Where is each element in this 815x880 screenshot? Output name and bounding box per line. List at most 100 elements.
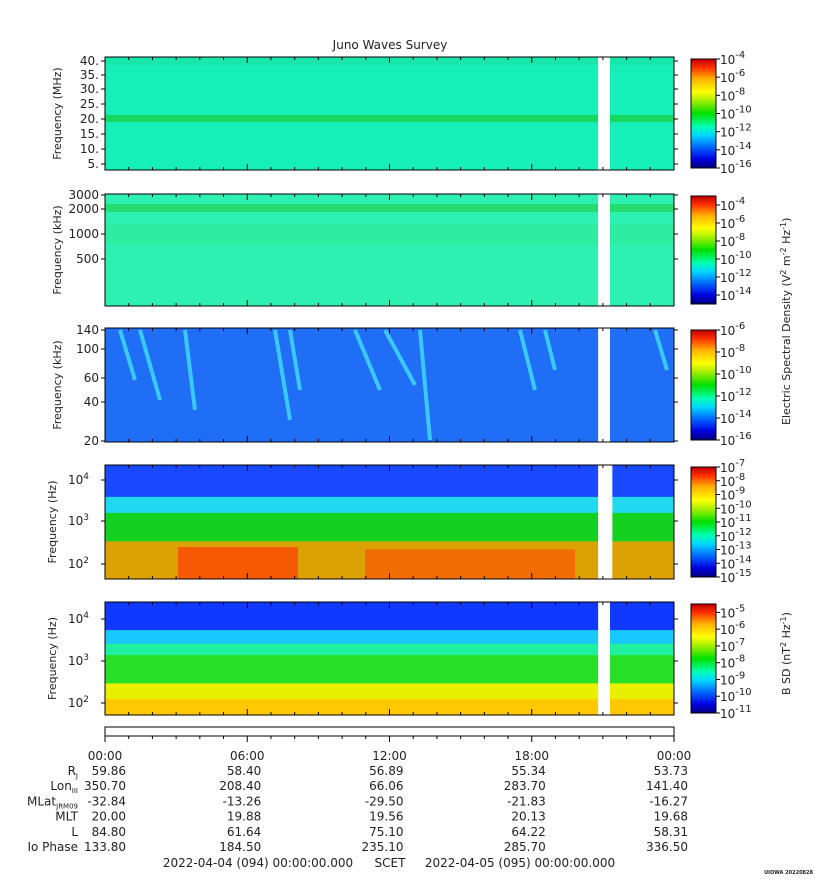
spectrogram-hfr_low: [105, 194, 674, 306]
y-tick-label: 140: [76, 323, 99, 337]
ephemeris-label: LonIII: [50, 779, 78, 795]
y-tick-label: 40.: [80, 54, 99, 68]
colorbar-tick-label: 10-4: [720, 196, 745, 213]
colorbar-tick-label: 10-12: [720, 387, 752, 404]
colorbar-tick-label: 10-12: [720, 123, 752, 140]
electric-colorbar-title: Electric Spectral Density (V2 m-2 Hz-1): [779, 218, 793, 425]
colorbar-lfr_low: 10-710-810-910-1010-1110-1210-1310-1410-…: [690, 458, 752, 585]
time-tick-label: 00:00: [88, 749, 123, 763]
y-tick-label: 30.: [80, 82, 99, 96]
colorbar-tick-label: 10-6: [720, 321, 745, 338]
y-axis-label: Frequency (Hz): [46, 617, 59, 700]
colorbar-tick-label: 10-8: [720, 654, 745, 671]
panels: 40.35.30.25.20.15.10.5. Frequency (MHz) 10…: [46, 50, 752, 721]
colorbar-tick-label: 10-10: [720, 105, 752, 122]
time-tick-label: 12:00: [372, 749, 407, 763]
data-gap: [598, 602, 610, 715]
ephemeris-value: 56.89: [369, 764, 403, 778]
colorbar-tick-label: 10-4: [720, 50, 745, 67]
ephemeris-label: MLatJRM09: [27, 794, 78, 810]
scet-start: 2022-04-04 (094) 00:00:00.000: [163, 856, 353, 870]
colorbar-tick-label: 10-8: [720, 472, 745, 489]
colorbar-gradient: [690, 603, 717, 714]
ephemeris-value: 20.13: [511, 810, 545, 824]
y-tick-label: 15.: [80, 127, 99, 141]
ephemeris-value: 75.10: [369, 825, 403, 839]
scet-label: SCET: [375, 856, 407, 870]
colorbar-tick-label: 10-12: [720, 268, 752, 285]
colorbar-tick-label: 10-6: [720, 214, 745, 231]
credit-label: UIOWA 20220828: [764, 870, 813, 876]
ephemeris-value: 64.22: [511, 825, 545, 839]
ephemeris-value: -32.84: [87, 794, 126, 808]
ephemeris-row: L 84.80 61.64 75.10 64.22 58.31: [71, 825, 688, 839]
ephemeris-value: 208.40: [219, 779, 261, 793]
ephemeris-value: 53.73: [654, 764, 688, 778]
y-tick-label: 3000: [68, 188, 99, 202]
ephemeris-value: 133.80: [84, 840, 126, 854]
y-tick-label: 100: [76, 342, 99, 356]
ephemeris-value: 283.70: [504, 779, 546, 793]
colorbar-tick-label: 10-14: [720, 409, 752, 426]
y-tick-label: 2000: [68, 202, 99, 216]
colorbar-tick-label: 10-6: [720, 620, 745, 637]
ephemeris-row: MLT 20.00 19.88 19.56 20.13 19.68: [55, 810, 688, 824]
ephemeris-value: 19.68: [654, 810, 688, 824]
data-gap: [598, 194, 610, 306]
y-axis-label: Frequency (kHz): [51, 205, 64, 294]
colorbar-tick-label: 10-14: [720, 554, 752, 571]
y-tick-label: 103: [68, 513, 89, 528]
colorbar-tick-label: 10-11: [720, 513, 752, 530]
y-axis-label: Frequency (Hz): [46, 481, 59, 564]
colorbar-tick-label: 10-7: [720, 637, 745, 654]
time-tick-label: 18:00: [514, 749, 549, 763]
colorbar-gradient: [690, 58, 717, 169]
colorbar-tick-label: 10-8: [720, 232, 745, 249]
colorbar-tick-label: 10-14: [720, 141, 752, 158]
ephemeris-value: 19.88: [227, 810, 261, 824]
colorbar-tick-label: 10-10: [720, 365, 752, 382]
ephemeris-value: 20.00: [92, 810, 126, 824]
colorbar-gradient: [690, 329, 717, 441]
ephemeris-row: Io Phase 133.80 184.50 235.10 285.70 336.50: [27, 840, 688, 854]
ephemeris-row: MLatJRM09 -32.84 -13.26 -29.50 -21.83 -16.27: [27, 794, 688, 810]
colorbar-gradient: [690, 466, 717, 578]
chart-title: Juno Waves Survey: [332, 38, 448, 52]
time-axis-ticks: 00:00 06:00 12:00 18:00 00:00: [88, 736, 692, 763]
colorbar-lfr_high: 10-6 10-8 10-10 10-12 10-14 10-16: [690, 321, 752, 448]
colorbar-tick-label: 10-10: [720, 250, 752, 267]
ephemeris-value: -21.83: [507, 794, 546, 808]
y-axis-label: Frequency (MHz): [51, 67, 64, 159]
colorbar-tick-label: 10-16: [720, 159, 752, 176]
colorbar-tick-label: 10-7: [720, 458, 745, 475]
data-gap: [598, 57, 610, 170]
ephemeris-table: RJ 59.86 58.40 56.89 55.34 53.73 LonIII 350.70 2…: [27, 764, 688, 854]
time-tick-label: 06:00: [230, 749, 265, 763]
panel-lfr_high: 140 100 60 40 20 Frequency (kHz) 10-6 10-8 10-10…: [51, 321, 752, 448]
magnetic-colorbar-title: B SD (nT2 Hz-1): [779, 612, 793, 695]
y-tick-label: 60: [84, 371, 99, 385]
colorbar-tick-label: 10-16: [720, 431, 752, 448]
ephemeris-value: 184.50: [219, 840, 261, 854]
ephemeris-value: 84.80: [92, 825, 126, 839]
data-gap: [598, 465, 613, 579]
time-tick-label: 00:00: [657, 749, 692, 763]
ephemeris-label: RJ: [68, 764, 78, 780]
y-tick-label: 35.: [80, 68, 99, 82]
colorbar-tick-label: 10-12: [720, 527, 752, 544]
y-axis-label: Frequency (kHz): [51, 340, 64, 429]
ephemeris-label: Io Phase: [27, 840, 78, 854]
colorbar-tick-label: 10-10: [720, 499, 752, 516]
ephemeris-value: 141.40: [646, 779, 688, 793]
y-tick-label: 10.: [80, 142, 99, 156]
ephemeris-value: -29.50: [365, 794, 404, 808]
colorbar-tick-label: 10-11: [720, 704, 752, 721]
panel-lfr_low: 104 103 102 Frequency (Hz) 10-710-810-910-10…: [46, 458, 752, 585]
ephemeris-value: -16.27: [649, 794, 688, 808]
ephemeris-value: 235.10: [362, 840, 404, 854]
panel-hfr_high: 40.35.30.25.20.15.10.5. Frequency (MHz) 10…: [51, 50, 752, 176]
